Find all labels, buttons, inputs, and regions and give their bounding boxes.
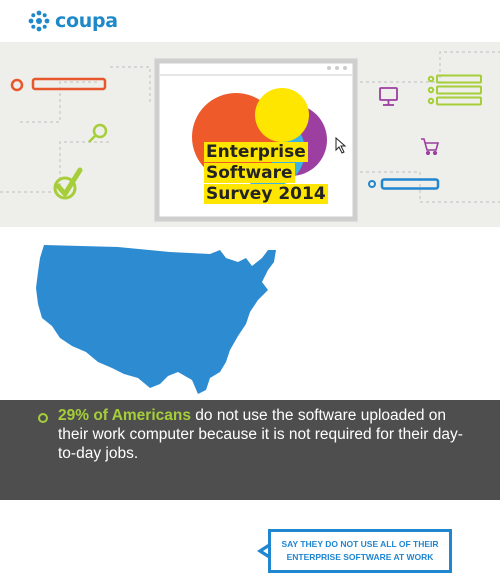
search-icon xyxy=(88,123,108,143)
orange-bar xyxy=(31,77,107,91)
coupa-logo: coupa xyxy=(28,8,118,34)
survey-title-line-2: Software xyxy=(204,163,295,183)
footer-highlight: 29% of Americans xyxy=(58,407,191,424)
connector-line xyxy=(360,171,500,203)
bullet-icon xyxy=(38,413,48,423)
footer-body: do not use the software uploaded on thei… xyxy=(58,407,463,462)
blue-bar xyxy=(380,178,440,190)
stat-caption: of Americans aged 18 and over xyxy=(110,566,228,576)
shopping-cart-icon xyxy=(421,138,440,156)
connector-line xyxy=(360,51,500,83)
stat-percentage: 91% xyxy=(104,506,232,570)
survey-banner: Enterprise Software Survey 2014 xyxy=(0,42,500,227)
callout-box: SAY THEY DO NOT USE ALL OF THEIR ENTERPR… xyxy=(268,529,452,573)
coupa-snowflake-icon xyxy=(28,10,50,32)
connector-line xyxy=(110,66,151,102)
list-icon xyxy=(427,74,482,106)
usa-stat-section: 91% of Americans aged 18 and over SAY TH… xyxy=(0,227,500,576)
usa-shape xyxy=(36,245,276,394)
orange-ring xyxy=(10,78,24,92)
survey-title-line-3: Survey 2014 xyxy=(204,184,328,204)
logo-text: coupa xyxy=(55,10,118,32)
yellow-circle xyxy=(255,88,309,142)
callout-text: SAY THEY DO NOT USE ALL OF THEIR ENTERPR… xyxy=(281,539,439,562)
usa-map xyxy=(36,245,276,394)
footer-statement: 29% of Americans do not use the software… xyxy=(58,406,478,463)
footer-panel xyxy=(0,400,500,500)
checkmark-icon xyxy=(53,167,83,200)
monitor-icon xyxy=(379,87,398,106)
cursor-icon xyxy=(335,136,347,154)
survey-title: Enterprise Software Survey 2014 xyxy=(204,142,328,205)
connector-line xyxy=(20,81,100,123)
survey-title-line-1: Enterprise xyxy=(204,142,308,162)
blue-ring xyxy=(368,180,376,188)
connector-line xyxy=(0,141,110,193)
